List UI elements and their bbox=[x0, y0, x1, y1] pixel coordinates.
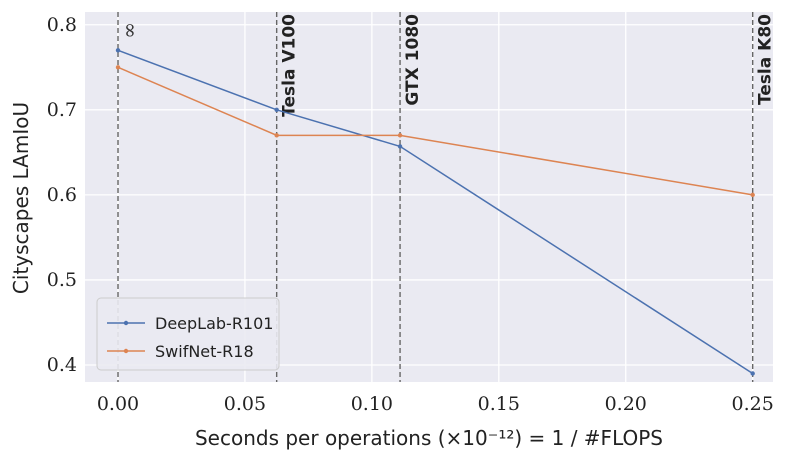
y-tick-label: 0.6 bbox=[47, 184, 77, 206]
y-tick-label: 0.8 bbox=[47, 14, 77, 36]
y-axis-label: Cityscapes LAmIoU bbox=[9, 102, 33, 294]
x-tick-label: 0.00 bbox=[97, 393, 139, 415]
x-tick-label: 0.20 bbox=[605, 393, 647, 415]
legend-label: DeepLab-R101 bbox=[155, 314, 273, 333]
x-tick-label: 0.05 bbox=[224, 393, 266, 415]
legend-label: SwifNet-R18 bbox=[155, 342, 254, 361]
x-tick-labels: 0.00 0.05 0.10 0.15 0.20 0.25 bbox=[97, 393, 774, 415]
x-axis-label: Seconds per operations (×10⁻¹²) = 1 / #F… bbox=[195, 426, 663, 450]
x-tick-label: 0.15 bbox=[478, 393, 520, 415]
data-point bbox=[397, 133, 403, 138]
legend-swatch-marker bbox=[123, 348, 129, 354]
series-line bbox=[117, 49, 754, 375]
x-tick-label: 0.10 bbox=[351, 393, 393, 415]
y-tick-labels: 0.4 0.5 0.6 0.7 0.8 bbox=[47, 14, 77, 376]
data-point bbox=[750, 192, 755, 198]
device-marker-label: Tesla K80 bbox=[756, 14, 776, 105]
legend: DeepLab-R101 SwifNet-R18 bbox=[96, 297, 280, 371]
y-tick-label: 0.7 bbox=[47, 99, 77, 121]
data-point bbox=[274, 107, 279, 113]
legend-swatch-marker bbox=[123, 320, 129, 326]
series-layer bbox=[115, 48, 755, 376]
data-point bbox=[115, 48, 121, 53]
data-point bbox=[750, 371, 755, 376]
y-tick-label: 0.4 bbox=[47, 354, 77, 376]
series-line bbox=[117, 66, 753, 196]
device-marker-label: GTX 1080 bbox=[403, 14, 423, 106]
data-point bbox=[274, 133, 279, 138]
x-tick-label: 0.25 bbox=[732, 393, 774, 415]
y-tick-label: 0.5 bbox=[47, 269, 77, 291]
device-marker-label: Tesla V100 bbox=[280, 14, 300, 117]
data-point bbox=[397, 144, 403, 149]
infinity-label: ∞ bbox=[119, 22, 143, 39]
legend-box bbox=[96, 297, 280, 371]
data-point bbox=[115, 65, 121, 70]
